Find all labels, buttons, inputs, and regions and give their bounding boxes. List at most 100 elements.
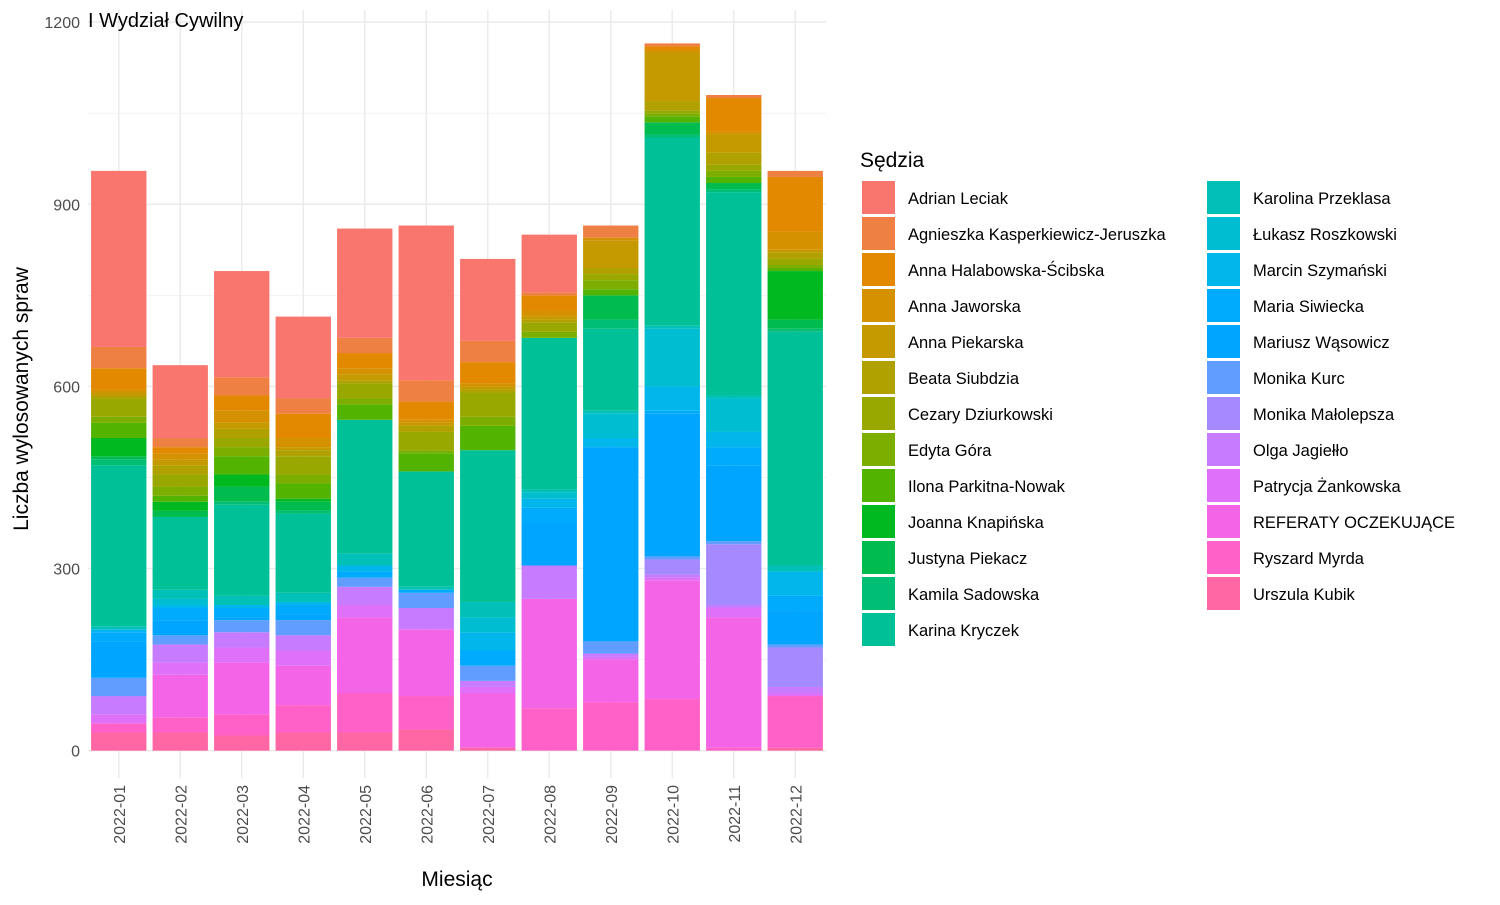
bar-segment: [214, 474, 270, 487]
bar-segment: [521, 565, 577, 599]
legend-swatch: [862, 505, 895, 538]
bar-segment: [152, 644, 208, 663]
bar-segment: [644, 122, 700, 135]
bar-segment: [275, 635, 331, 651]
legend-swatch: [1207, 541, 1240, 574]
bar-segment: [706, 431, 762, 448]
bar-segment: [767, 271, 823, 320]
legend-label: Beata Siubdzia: [908, 370, 1020, 388]
bar-segment: [337, 571, 393, 578]
bar-segment: [91, 696, 147, 715]
bar-segment: [337, 383, 393, 399]
y-tick-label: 1200: [44, 15, 80, 32]
bar-segment: [706, 131, 762, 135]
bar-segment: [583, 268, 639, 275]
bar-segment: [214, 632, 270, 648]
bar-segment: [152, 717, 208, 733]
bar-segment: [644, 137, 700, 326]
bar-segment: [644, 328, 700, 387]
legend-label: Patrycja Żankowska: [1253, 477, 1401, 496]
legend-swatch: [1207, 469, 1240, 502]
bar-segment: [583, 659, 639, 703]
bar-segment: [767, 268, 823, 272]
bar-segment: [214, 377, 270, 396]
legend-swatch: [862, 541, 895, 574]
bar-segment: [337, 617, 393, 694]
x-axis-title: Miesiąc: [421, 868, 492, 891]
bar-segment: [460, 665, 516, 681]
bar-segment: [152, 486, 208, 496]
bar-segment: [214, 395, 270, 411]
bar-segment: [337, 398, 393, 405]
bar-segment: [644, 101, 700, 111]
bar-segment: [460, 680, 516, 687]
legend-label: REFERATY OCZEKUJĄCE: [1253, 514, 1455, 532]
legend-label: Anna Halabowska-Ścibska: [908, 261, 1105, 280]
bar-segment: [460, 617, 516, 633]
bar-segment: [214, 438, 270, 448]
bar-segment: [91, 641, 147, 678]
x-tick-label: 2022-01: [112, 785, 129, 844]
bar-segment: [583, 641, 639, 654]
bar-segment: [644, 43, 700, 47]
bar-segment: [767, 258, 823, 265]
bar-segment: [521, 708, 577, 751]
legend-swatch: [1207, 361, 1240, 394]
bar-segment: [767, 693, 823, 697]
legend-label: Adrian Leciak: [908, 190, 1009, 208]
bar-segment: [521, 523, 577, 566]
bar-segment: [521, 322, 577, 332]
bar-segment: [337, 586, 393, 605]
bar-segment: [91, 629, 147, 633]
legend-label: Olga Jagiełło: [1253, 442, 1348, 460]
bar-segment: [460, 450, 516, 602]
legend-swatch: [862, 613, 895, 646]
x-tick-label: 2022-10: [665, 785, 682, 844]
bar-segment: [706, 170, 762, 177]
bar-segment: [644, 325, 700, 329]
legend-label: Monika Małolepsza: [1253, 406, 1395, 424]
bar-segment: [583, 410, 639, 414]
bar-segment: [644, 134, 700, 138]
bar-segment: [214, 617, 270, 621]
bar-segment: [275, 604, 331, 615]
bar-segment: [152, 620, 208, 636]
bar-segment: [583, 274, 639, 281]
bar-segment: [398, 422, 454, 426]
bar-segment: [460, 632, 516, 651]
bar-segment: [91, 459, 147, 466]
y-axis-title: Liczba wylosowanych spraw: [10, 266, 33, 531]
bar-segment: [275, 614, 331, 621]
x-tick-label: 2022-07: [481, 785, 498, 844]
legend-swatch: [862, 577, 895, 610]
bar-segment: [460, 686, 516, 694]
bar-segment: [521, 234, 577, 293]
bar-segment: [583, 295, 639, 320]
bar-segment: [767, 319, 823, 329]
legend-swatch: [1207, 577, 1240, 610]
bar-segment: [644, 556, 700, 560]
bar-segment: [214, 501, 270, 505]
bar-segment: [214, 662, 270, 715]
x-tick-label: 2022-06: [419, 785, 436, 844]
bar-segment: [91, 465, 147, 627]
legend-swatch: [1207, 505, 1240, 538]
bar-segment: [152, 516, 208, 590]
bar-segment: [767, 252, 823, 259]
bar-segment: [398, 431, 454, 451]
bar-segment: [706, 134, 762, 153]
bar-segment: [275, 498, 331, 502]
x-tick-label: 2022-09: [604, 785, 621, 844]
x-tick-label: 2022-12: [788, 785, 805, 844]
bar-segment: [398, 608, 454, 630]
bar-segment: [214, 271, 270, 378]
legend-label: Monika Kurc: [1253, 370, 1345, 388]
bar-segment: [275, 510, 331, 514]
y-tick-label: 900: [53, 197, 80, 214]
bar-segment: [152, 510, 208, 517]
y-tick-label: 300: [53, 562, 80, 579]
bar-segment: [706, 465, 762, 542]
bar-segment: [152, 732, 208, 751]
legend-swatch: [1207, 325, 1240, 358]
bar-segment: [275, 732, 331, 751]
